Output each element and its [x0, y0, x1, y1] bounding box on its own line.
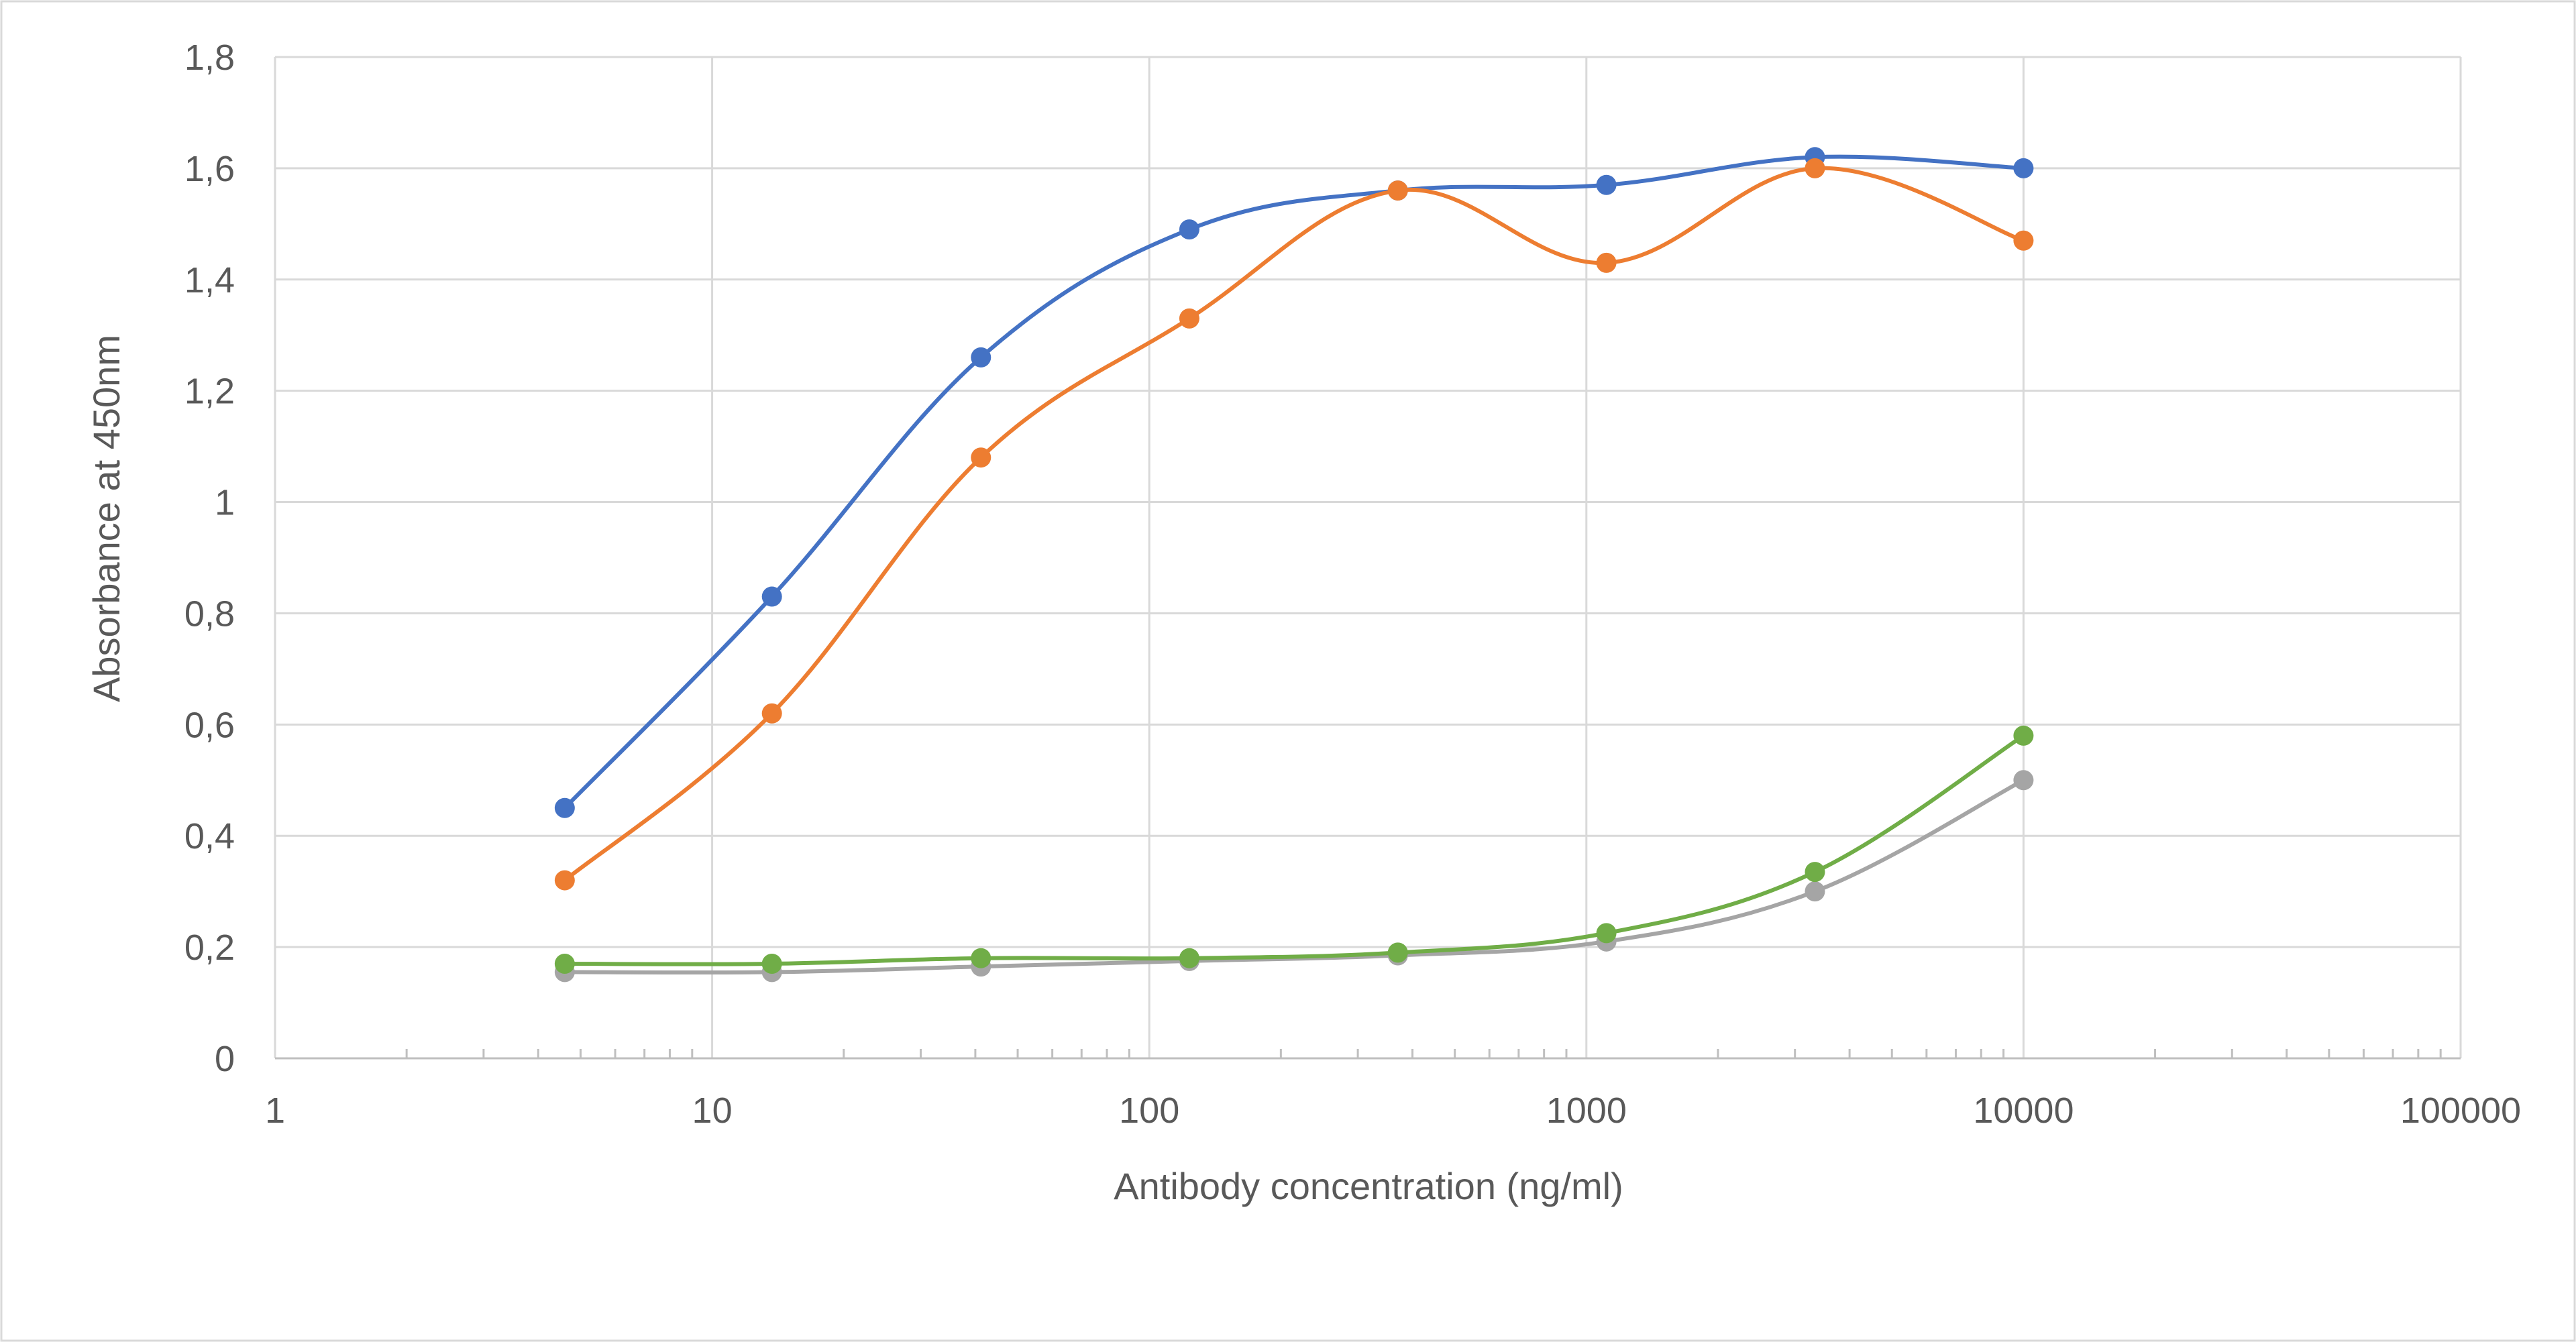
data-point — [1179, 948, 1199, 968]
data-point — [1179, 219, 1199, 240]
data-point — [761, 586, 782, 607]
axes — [275, 1049, 2461, 1060]
data-point — [971, 948, 991, 968]
x-tick-label: 1000 — [1546, 1091, 1627, 1131]
y-axis-title: Absorbance at 450nm — [85, 335, 127, 702]
x-tick-label: 100000 — [2400, 1091, 2521, 1131]
series-group — [554, 147, 2034, 983]
data-point — [971, 347, 991, 368]
data-point — [761, 953, 782, 974]
x-tick-label: 10000 — [1973, 1091, 2074, 1131]
y-tick-label: 1,2 — [184, 372, 235, 412]
series-line — [562, 778, 2026, 975]
data-point — [1596, 923, 1617, 944]
data-point — [1596, 252, 1617, 273]
y-tick-label: 1,8 — [184, 38, 235, 78]
y-tick-label: 0,8 — [184, 594, 235, 634]
data-point — [1596, 174, 1617, 195]
y-tick-label: 0,6 — [184, 705, 235, 745]
data-point — [761, 703, 782, 724]
series-line — [562, 733, 2026, 966]
x-tick-label: 100 — [1119, 1091, 1179, 1131]
y-tick-label: 0,4 — [184, 816, 235, 856]
grid-lines — [274, 56, 2462, 1058]
tick-labels: 0 0,2 0,4 0,6 0,8 1 1,2 1,4 1,6 1,8 1 10 100 1000 1000… — [184, 38, 2521, 1131]
series-line — [562, 166, 2026, 883]
data-point — [1387, 180, 1408, 201]
y-tick-label: 1,4 — [184, 260, 235, 300]
data-point — [971, 447, 991, 468]
y-tick-label: 1 — [215, 483, 235, 523]
x-tick-label: 1 — [265, 1091, 285, 1131]
data-point — [1387, 942, 1408, 963]
data-point — [2013, 230, 2034, 251]
data-point — [1805, 881, 1825, 902]
y-tick-label: 0 — [215, 1039, 235, 1079]
data-point — [554, 797, 575, 818]
y-tick-label: 0,2 — [184, 928, 235, 968]
y-tick-label: 1,6 — [184, 149, 235, 189]
data-point — [2013, 158, 2034, 178]
data-point — [554, 870, 575, 891]
data-point — [2013, 770, 2034, 791]
x-axis-title: Antibody concentration (ng/ml) — [1114, 1165, 1623, 1207]
data-point — [1805, 862, 1825, 883]
x-tick-label: 10 — [692, 1091, 733, 1131]
data-point — [2013, 725, 2034, 746]
data-point — [1179, 308, 1199, 329]
data-point — [1805, 158, 1825, 178]
data-point — [554, 953, 575, 974]
